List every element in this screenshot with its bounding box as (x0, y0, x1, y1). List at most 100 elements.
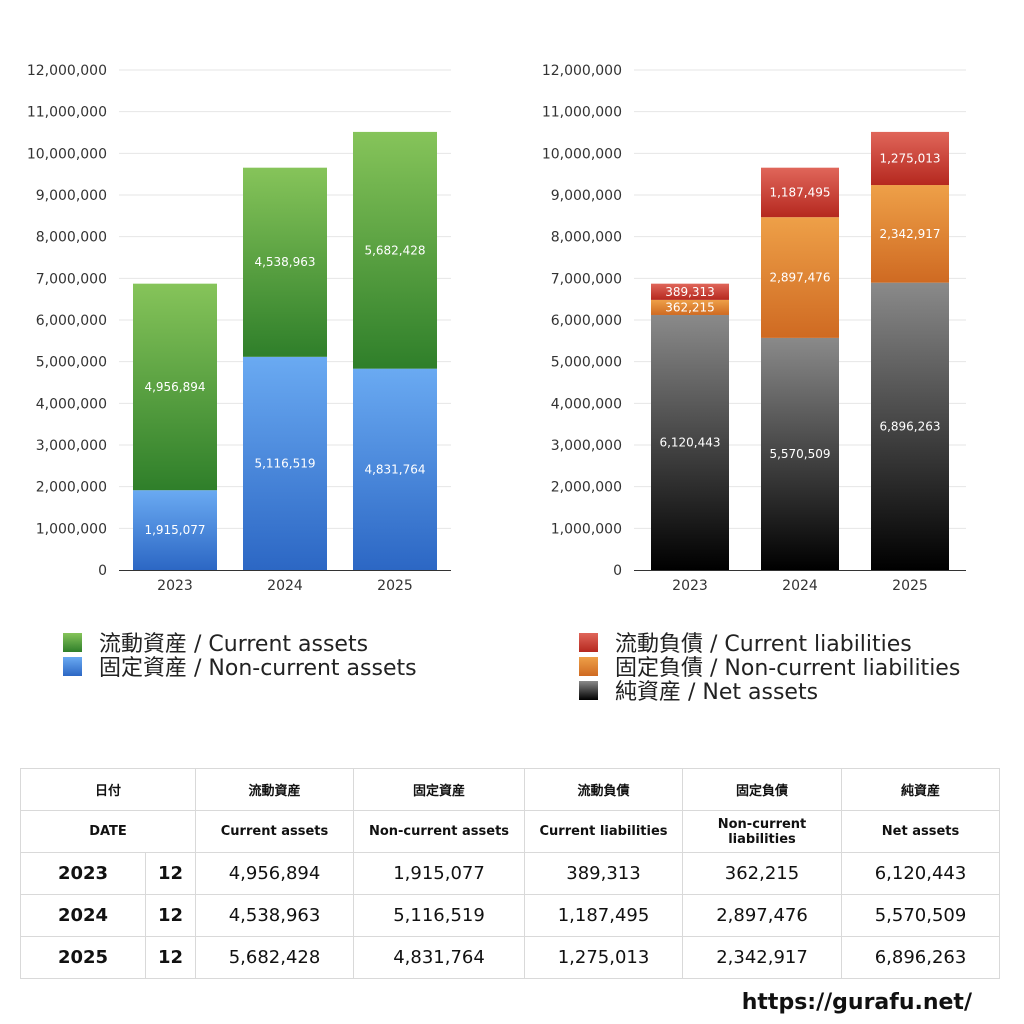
cell-noncurrent-assets: 5,116,519 (353, 894, 525, 937)
y-tick-label: 4,000,000 (36, 396, 107, 412)
y-tick-label: 2,000,000 (551, 480, 622, 496)
header-net-assets-jp: 純資産 (841, 768, 1000, 811)
cell-noncurrent-assets: 4,831,764 (353, 936, 525, 979)
y-tick-label: 0 (98, 563, 107, 579)
bar-value-label: 5,116,519 (254, 456, 315, 470)
y-tick-label: 9,000,000 (36, 188, 107, 204)
bar-value-label: 1,915,077 (144, 523, 205, 537)
x-tick-label: 2024 (267, 578, 303, 594)
header-noncurrent-liabilities-en: Non-current liabilities (682, 810, 842, 853)
header-noncurrent-liabilities-jp: 固定負債 (682, 768, 842, 811)
bar-segment-current-assets-2025 (353, 131, 437, 369)
cell-current-assets: 4,956,894 (195, 852, 354, 895)
x-tick-label: 2025 (377, 578, 413, 594)
header-current-liabilities-jp: 流動負債 (524, 768, 683, 811)
legend-item-current-liabilities: 流動負債 / Current liabilities (579, 630, 960, 657)
y-tick-label: 0 (613, 563, 622, 579)
y-tick-label: 8,000,000 (551, 230, 622, 246)
table-header-jp: 日付 流動資産 固定資産 流動負債 固定負債 純資産 (20, 768, 1000, 811)
header-date-en: DATE (20, 810, 196, 853)
legend-item-net-assets: 純資産 / Net assets (579, 678, 960, 705)
y-tick-label: 11,000,000 (542, 105, 622, 121)
bar-value-label: 389,313 (665, 285, 715, 299)
legend-label: 固定負債 / Non-current liabilities (615, 656, 961, 681)
header-current-liabilities-en: Current liabilities (524, 810, 683, 853)
assets-legend: 流動資産 / Current assets 固定資産 / Non-current … (63, 630, 417, 681)
y-tick-label: 12,000,000 (27, 63, 107, 79)
header-date-jp: 日付 (20, 768, 196, 811)
liabilities-legend: 流動負債 / Current liabilities 固定負債 / Non-cur… (579, 630, 960, 705)
legend-item-noncurrent-assets: 固定資産 / Non-current assets (63, 654, 417, 681)
bar-value-label: 1,187,495 (769, 185, 830, 199)
legend-item-noncurrent-liabilities: 固定負債 / Non-current liabilities (579, 654, 960, 681)
cell-noncurrent-liabilities: 362,215 (682, 852, 842, 895)
y-tick-label: 4,000,000 (551, 396, 622, 412)
site-url[interactable]: https://gurafu.net/ (741, 990, 972, 1015)
y-tick-label: 10,000,000 (27, 146, 107, 162)
legend-label: 純資産 / Net assets (615, 680, 819, 705)
y-tick-label: 11,000,000 (27, 105, 107, 121)
table-header-en: DATE Current assets Non-current assets C… (20, 810, 1000, 853)
cell-noncurrent-liabilities: 2,897,476 (682, 894, 842, 937)
bar-value-label: 5,682,428 (364, 243, 425, 257)
table-row: 2023 12 4,956,894 1,915,077 389,313 362,… (20, 852, 1000, 895)
row-year: 2023 (20, 852, 146, 895)
bar-value-label: 2,897,476 (769, 271, 830, 285)
legend-label: 流動資産 / Current assets (99, 632, 369, 657)
legend-swatch (579, 680, 598, 700)
bar-value-label: 6,896,263 (879, 419, 940, 433)
y-tick-label: 2,000,000 (36, 480, 107, 496)
bar-value-label: 5,570,509 (769, 447, 830, 461)
bar-value-label: 4,831,764 (364, 462, 425, 476)
y-tick-label: 5,000,000 (551, 355, 622, 371)
legend-item-current-assets: 流動資産 / Current assets (63, 630, 417, 657)
cell-net-assets: 6,896,263 (841, 936, 1000, 979)
header-net-assets-en: Net assets (841, 810, 1000, 853)
y-tick-label: 1,000,000 (36, 521, 107, 537)
table-row: 2024 12 4,538,963 5,116,519 1,187,495 2,… (20, 894, 1000, 937)
cell-current-liabilities: 1,275,013 (524, 936, 683, 979)
bar-segment-current-liabilities-2023 (651, 283, 729, 300)
y-tick-label: 1,000,000 (551, 521, 622, 537)
bar-segment-net-assets-2023 (651, 314, 729, 570)
y-tick-label: 6,000,000 (36, 313, 107, 329)
x-tick-label: 2025 (892, 578, 928, 594)
legend-label: 固定資産 / Non-current assets (99, 656, 417, 681)
liabilities-chart: 0 1,000,000 2,000,000 3,000,000 4,000,000 5,0… (542, 63, 966, 594)
cell-current-liabilities: 389,313 (524, 852, 683, 895)
y-tick-label: 7,000,000 (36, 271, 107, 287)
financial-data-table: 日付 流動資産 固定資産 流動負債 固定負債 純資産 DATE Current … (20, 768, 1000, 979)
bar-segment-net-assets-2024 (761, 337, 839, 570)
y-tick-label: 10,000,000 (542, 146, 622, 162)
legend-swatch (63, 656, 82, 676)
bar-segment-noncurrent-assets-2024 (243, 356, 327, 570)
header-noncurrent-assets-en: Non-current assets (353, 810, 525, 853)
bar-segment-current-liabilities-2025 (871, 131, 949, 186)
y-tick-label: 8,000,000 (36, 230, 107, 246)
bar-value-label: 4,538,963 (254, 255, 315, 269)
cell-noncurrent-liabilities: 2,342,917 (682, 936, 842, 979)
bar-value-label: 362,215 (665, 300, 715, 314)
header-current-assets-jp: 流動資産 (195, 768, 354, 811)
header-current-assets-en: Current assets (195, 810, 354, 853)
bar-segment-current-assets-2024 (243, 167, 327, 357)
bar-segment-net-assets-2025 (871, 282, 949, 570)
table-row: 2025 12 5,682,428 4,831,764 1,275,013 2,… (20, 936, 1000, 979)
bar-segment-noncurrent-liabilities-2025 (871, 185, 949, 283)
y-tick-label: 3,000,000 (36, 438, 107, 454)
legend-swatch (579, 632, 598, 652)
bar-value-label: 4,956,894 (144, 380, 205, 394)
bar-segment-current-assets-2023 (133, 283, 217, 491)
header-noncurrent-assets-jp: 固定資産 (353, 768, 525, 811)
bar-value-label: 6,120,443 (659, 435, 720, 449)
charts-canvas: 0 1,000,000 2,000,000 3,000,000 4,000,000 5,0… (27, 63, 966, 594)
bar-segment-noncurrent-assets-2023 (133, 490, 217, 570)
x-tick-label: 2023 (157, 578, 193, 594)
cell-current-assets: 5,682,428 (195, 936, 354, 979)
row-year: 2025 (20, 936, 146, 979)
bar-segment-noncurrent-liabilities-2024 (761, 217, 839, 338)
cell-net-assets: 5,570,509 (841, 894, 1000, 937)
x-tick-label: 2023 (672, 578, 708, 594)
y-tick-label: 5,000,000 (36, 355, 107, 371)
x-tick-label: 2024 (782, 578, 818, 594)
